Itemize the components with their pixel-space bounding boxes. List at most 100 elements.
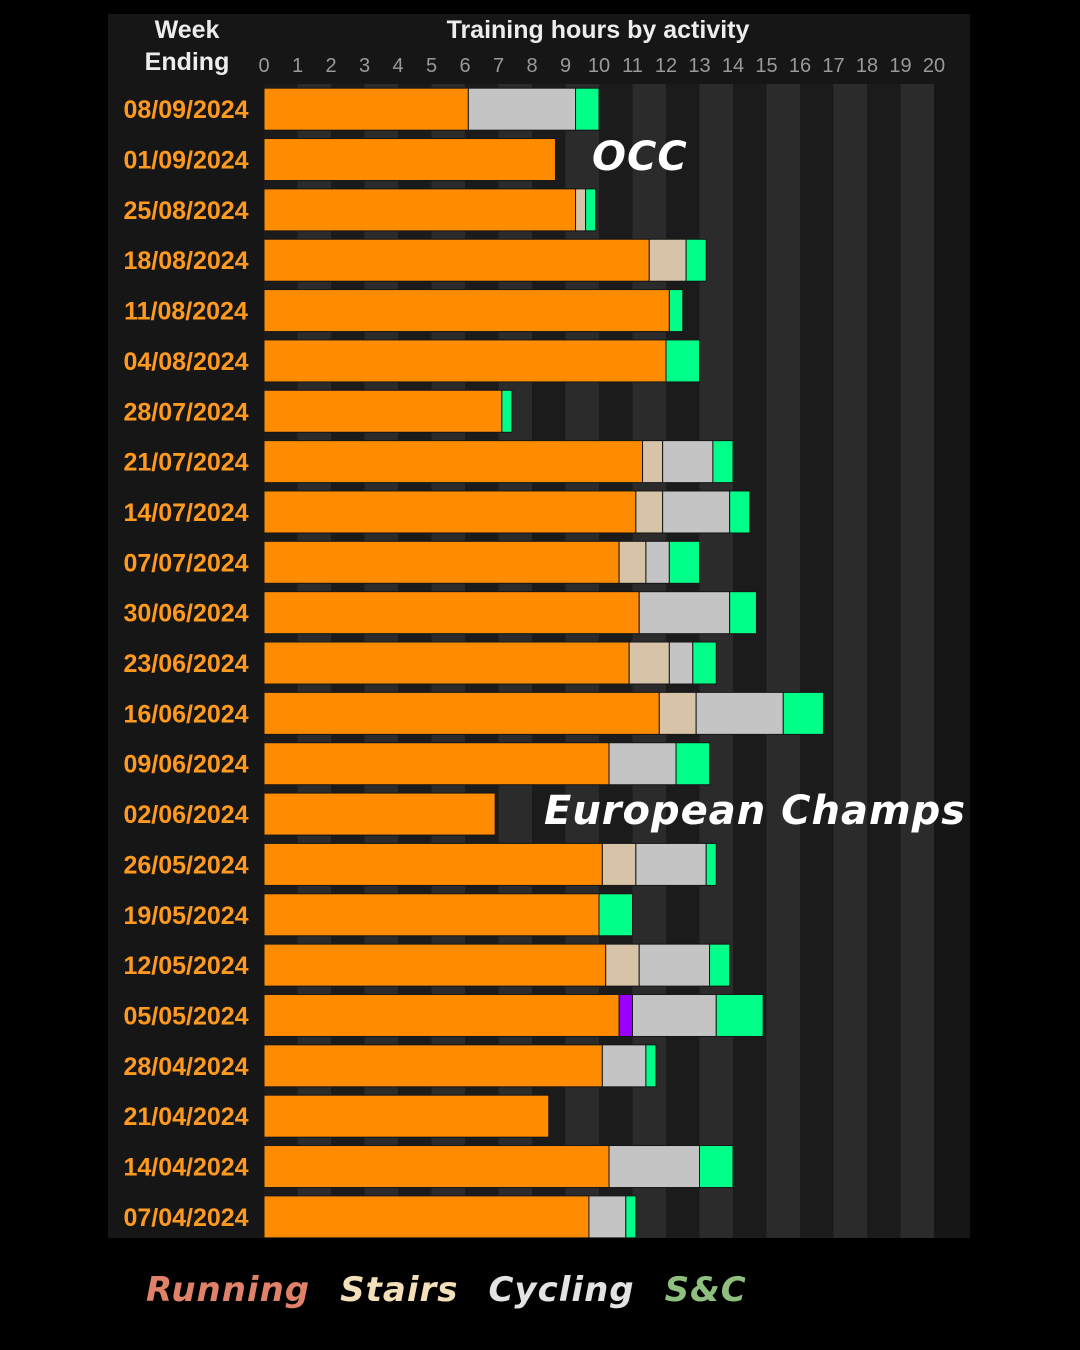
legend-cycling: Cycling bbox=[488, 1270, 635, 1310]
x-tick-label: 0 bbox=[258, 55, 269, 77]
annotation-european-champs: European Champs bbox=[544, 788, 967, 834]
bar-running bbox=[263, 842, 603, 886]
week-ending-label: 14/07/2024 bbox=[123, 499, 248, 527]
bar-running bbox=[263, 943, 607, 987]
week-ending-label: 02/06/2024 bbox=[123, 801, 248, 829]
bar-cycling bbox=[467, 87, 577, 131]
bar-running bbox=[263, 238, 650, 282]
bar-sc bbox=[575, 87, 600, 131]
bar-running bbox=[263, 138, 556, 182]
bar-stairs bbox=[628, 641, 670, 685]
week-ending-label: 01/09/2024 bbox=[123, 147, 248, 175]
bar-stairs bbox=[575, 188, 587, 232]
x-tick-label: 12 bbox=[655, 55, 677, 77]
bar-stairs bbox=[618, 540, 647, 584]
bar-running bbox=[263, 490, 637, 534]
bar-sc bbox=[782, 691, 824, 735]
x-tick-label: 15 bbox=[755, 55, 777, 77]
bar-cycling bbox=[645, 540, 670, 584]
week-ending-label: 21/04/2024 bbox=[123, 1103, 248, 1131]
bar-running bbox=[263, 1195, 590, 1238]
bar-sc bbox=[645, 1044, 657, 1088]
week-ending-label: 28/04/2024 bbox=[123, 1053, 248, 1081]
week-ending-label: 09/06/2024 bbox=[123, 751, 248, 779]
week-header-label: Week bbox=[154, 16, 220, 44]
training-hours-chart: 0 1 2 3 4 5 6 7 8 9 10 11 12 13 14 15 16 17 18 19 2008/09/20… bbox=[123, 55, 945, 1238]
legend-stairs: Stairs bbox=[340, 1270, 459, 1310]
bar-sc bbox=[675, 742, 711, 786]
x-tick-label: 19 bbox=[889, 55, 911, 77]
bar-stairs bbox=[605, 943, 640, 987]
week-ending-label: 26/05/2024 bbox=[123, 851, 248, 879]
x-tick-label: 7 bbox=[493, 55, 504, 77]
bar-cycling bbox=[601, 1044, 647, 1088]
bar-cycling bbox=[588, 1195, 627, 1238]
grid-band bbox=[900, 84, 934, 1238]
bar-running bbox=[263, 1094, 550, 1138]
ending-header-label: Ending bbox=[144, 48, 230, 76]
week-ending-label: 16/06/2024 bbox=[123, 700, 248, 728]
x-tick-label: 9 bbox=[560, 55, 571, 77]
bar-running bbox=[263, 591, 640, 635]
week-ending-label: 07/07/2024 bbox=[123, 549, 248, 577]
bar-running bbox=[263, 188, 577, 232]
bar-stairs bbox=[635, 490, 664, 534]
bar-cycling bbox=[695, 691, 784, 735]
bar-running bbox=[263, 893, 600, 937]
legend-s-and-c: S&C bbox=[664, 1270, 747, 1310]
bar-running bbox=[263, 540, 620, 584]
week-ending-label: 25/08/2024 bbox=[123, 197, 248, 225]
bar-sc bbox=[598, 893, 633, 937]
grid-band bbox=[867, 84, 901, 1238]
bar-cycling bbox=[662, 490, 731, 534]
bar-sc bbox=[585, 188, 597, 232]
x-tick-label: 13 bbox=[688, 55, 710, 77]
bar-running bbox=[263, 792, 496, 836]
legend: Running Stairs Cycling S&C bbox=[146, 1270, 747, 1310]
week-ending-label: 21/07/2024 bbox=[123, 449, 248, 477]
week-ending-label: 07/04/2024 bbox=[123, 1204, 248, 1232]
bar-running bbox=[263, 440, 644, 484]
bar-sc bbox=[699, 1145, 734, 1189]
bar-cycling bbox=[635, 842, 707, 886]
bar-running bbox=[263, 993, 620, 1037]
x-tick-label: 1 bbox=[292, 55, 303, 77]
bar-running bbox=[263, 1044, 603, 1088]
bar-sc bbox=[665, 339, 700, 383]
week-ending-label: 28/07/2024 bbox=[123, 398, 248, 426]
bar-sc bbox=[715, 993, 764, 1037]
x-tick-label: 20 bbox=[923, 55, 945, 77]
bar-cycling bbox=[608, 1145, 700, 1189]
x-tick-label: 16 bbox=[789, 55, 811, 77]
x-tick-label: 8 bbox=[526, 55, 537, 77]
x-tick-label: 3 bbox=[359, 55, 370, 77]
grid-band bbox=[766, 84, 800, 1238]
bar-running bbox=[263, 87, 469, 131]
chart-title: Training hours by activity bbox=[446, 16, 750, 44]
bar-sc bbox=[712, 440, 734, 484]
bar-sc bbox=[501, 389, 513, 433]
bar-sc bbox=[668, 289, 684, 333]
bar-stairs bbox=[601, 842, 637, 886]
x-tick-label: 5 bbox=[426, 55, 437, 77]
annotation-occ: OCC bbox=[592, 134, 688, 180]
x-tick-label: 6 bbox=[459, 55, 470, 77]
bar-sc bbox=[729, 490, 751, 534]
bar-running bbox=[263, 641, 630, 685]
bar-running bbox=[263, 289, 670, 333]
week-ending-label: 19/05/2024 bbox=[123, 902, 248, 930]
week-ending-label: 12/05/2024 bbox=[123, 952, 248, 980]
bar-stairs bbox=[658, 691, 697, 735]
bar-running bbox=[263, 389, 503, 433]
bar-running bbox=[263, 1145, 610, 1189]
x-tick-label: 10 bbox=[588, 55, 610, 77]
bar-running bbox=[263, 339, 667, 383]
bar-cycling bbox=[632, 993, 717, 1037]
chart-panel: 0 1 2 3 4 5 6 7 8 9 10 11 12 13 14 15 16 17 18 19 20 08/09/20… bbox=[108, 14, 970, 1238]
week-ending-label: 23/06/2024 bbox=[123, 650, 248, 678]
bar-cycling bbox=[668, 641, 694, 685]
grid-band bbox=[733, 84, 767, 1238]
x-tick-label: 18 bbox=[856, 55, 878, 77]
bar-sc bbox=[709, 943, 731, 987]
x-tick-label: 14 bbox=[722, 55, 744, 77]
